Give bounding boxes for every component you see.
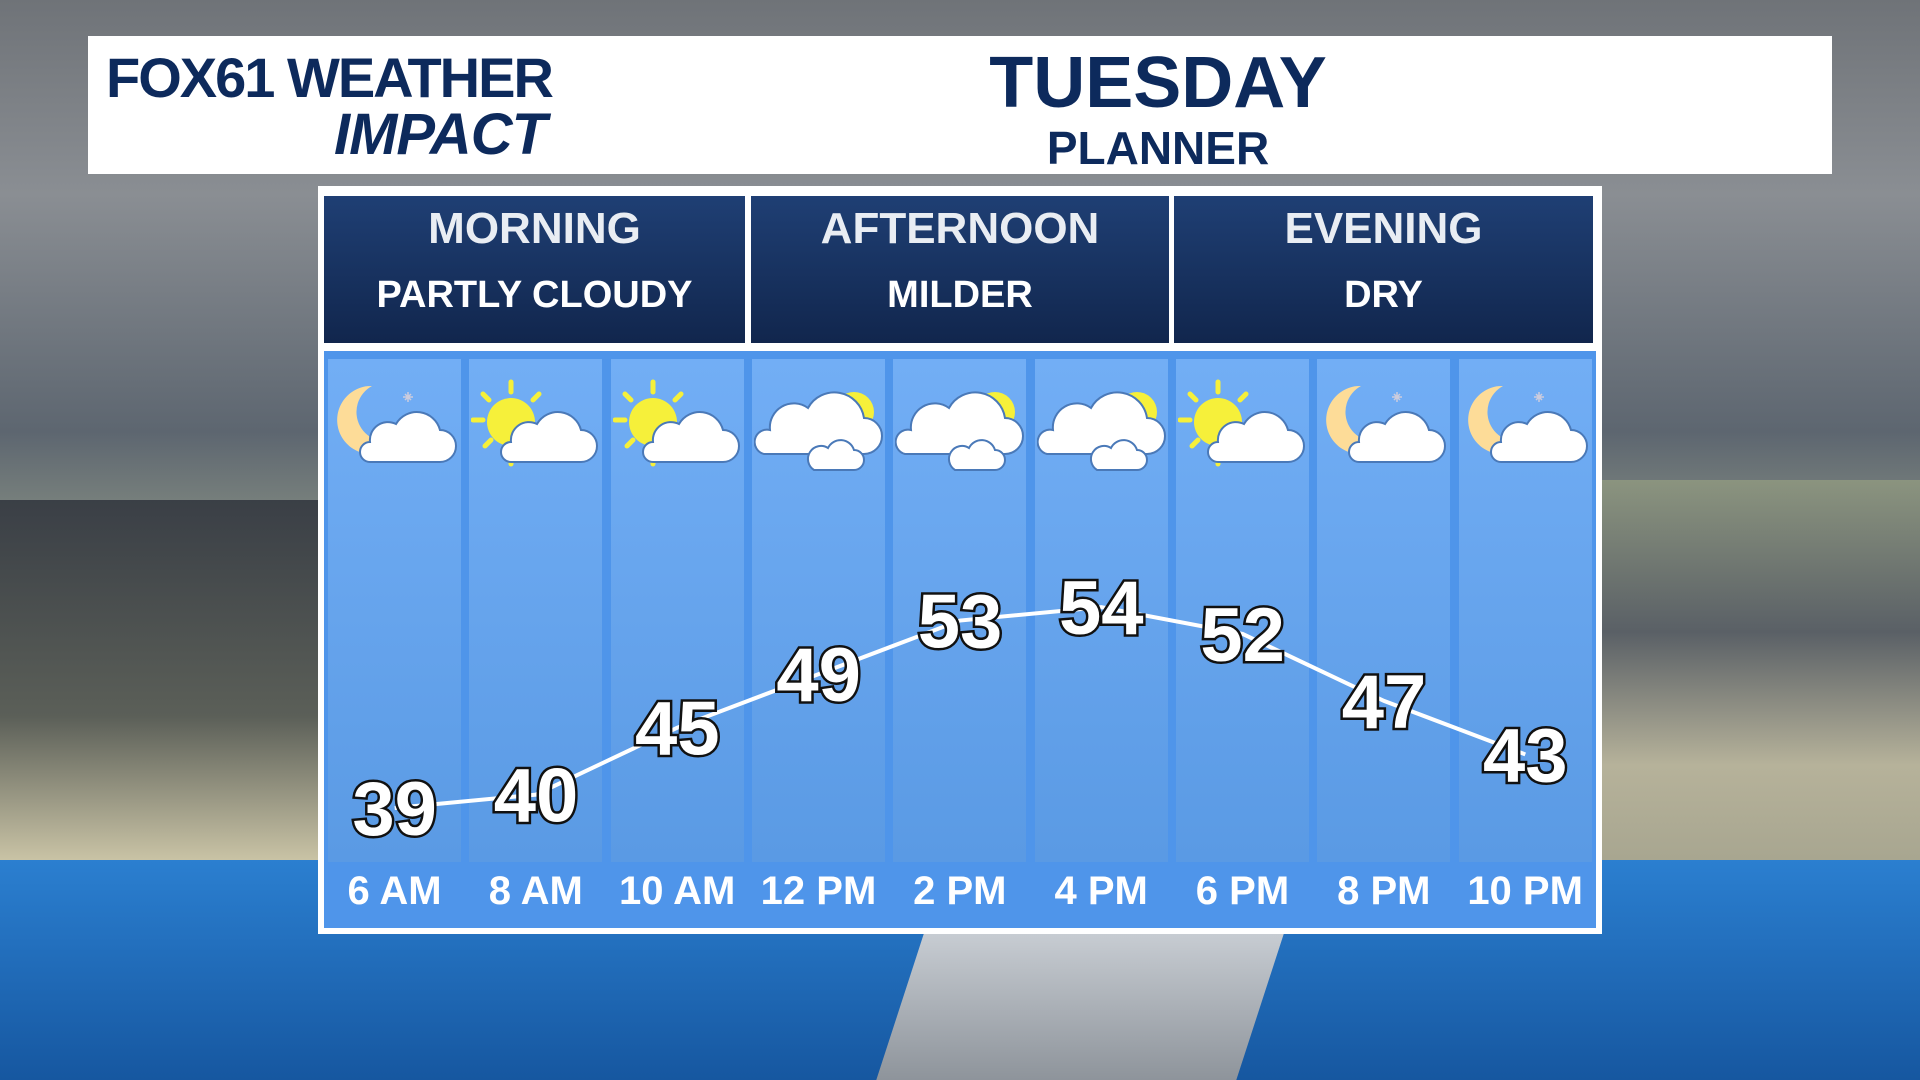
temperature-line-chart: 39 40 45 49 53 54 52 47 43 bbox=[350, 564, 1570, 855]
period-name: AFTERNOON bbox=[820, 204, 1100, 253]
period-desc: DRY bbox=[1344, 274, 1423, 316]
hour-label: 8 PM bbox=[1337, 869, 1431, 913]
temperature-value: 52 bbox=[1200, 593, 1285, 678]
cloud-sun-icon bbox=[753, 391, 883, 471]
hour-column bbox=[1175, 359, 1309, 862]
sun-cloud-icon bbox=[471, 379, 599, 467]
period-evening: EVENING DRY bbox=[1174, 196, 1593, 343]
hour-column bbox=[610, 359, 744, 862]
background-city-right bbox=[1600, 480, 1920, 860]
sun-cloud-icon bbox=[1177, 379, 1305, 467]
cloud-sun-icon bbox=[1036, 391, 1166, 471]
temperature-value: 53 bbox=[918, 580, 1003, 665]
sun-cloud-icon bbox=[612, 379, 740, 467]
hour-label: 12 PM bbox=[760, 869, 877, 913]
period-name: EVENING bbox=[1284, 204, 1483, 253]
logo-line2: IMPACT bbox=[334, 102, 547, 167]
moon-cloud-icon bbox=[337, 385, 457, 463]
hour-column bbox=[893, 359, 1027, 862]
hour-label: 6 AM bbox=[347, 869, 442, 913]
period-name: MORNING bbox=[428, 204, 641, 253]
fox61-weather-impact-logo: FOX61 WEATHER IMPACT bbox=[106, 46, 554, 167]
hour-label: 2 PM bbox=[913, 869, 1007, 913]
temperature-value: 49 bbox=[776, 633, 861, 718]
background-city-left bbox=[0, 500, 320, 860]
temperature-value: 54 bbox=[1059, 566, 1144, 651]
temperature-line bbox=[394, 605, 1527, 810]
hour-column bbox=[1317, 359, 1451, 862]
hour-label: 10 PM bbox=[1467, 869, 1583, 913]
cloud-sun-icon bbox=[895, 391, 1025, 471]
moon-cloud-icon bbox=[1326, 385, 1447, 463]
title-day: TUESDAY bbox=[989, 43, 1327, 123]
hour-label: 8 AM bbox=[488, 869, 583, 913]
temperature-value: 47 bbox=[1342, 660, 1427, 745]
hourly-grid: 6 AM 8 AM 10 AM 12 PM 2 PM 4 PM 6 PM 8 PM 10 PM 3… bbox=[324, 351, 1596, 928]
background-bridge bbox=[876, 934, 1284, 1080]
temperature-value: 45 bbox=[635, 687, 720, 772]
logo-line1: FOX61 WEATHER bbox=[106, 46, 554, 109]
planner-panel: MORNING PARTLY CLOUDY AFTERNOON MILDER E… bbox=[318, 186, 1602, 934]
header-bar: FOX61 WEATHER IMPACT TUESDAY PLANNER bbox=[88, 36, 1832, 174]
period-morning: MORNING PARTLY CLOUDY bbox=[324, 196, 745, 343]
hour-column bbox=[328, 359, 461, 862]
period-afternoon: AFTERNOON MILDER bbox=[751, 196, 1169, 343]
moon-cloud-icon bbox=[1467, 385, 1588, 463]
page-title: TUESDAY PLANNER bbox=[818, 42, 1498, 172]
period-desc: PARTLY CLOUDY bbox=[376, 274, 693, 316]
hour-label: 4 PM bbox=[1054, 869, 1148, 913]
period-desc: MILDER bbox=[887, 274, 1033, 316]
hour-label: 10 AM bbox=[618, 869, 736, 913]
hour-column bbox=[1458, 359, 1592, 862]
temperature-value: 43 bbox=[1483, 713, 1568, 798]
title-subtitle: PLANNER bbox=[1046, 122, 1270, 174]
hour-column bbox=[751, 359, 885, 862]
temperature-value: 40 bbox=[494, 754, 579, 839]
hour-label: 6 PM bbox=[1195, 869, 1290, 913]
temperature-value: 39 bbox=[352, 767, 437, 852]
hour-column bbox=[469, 359, 603, 862]
